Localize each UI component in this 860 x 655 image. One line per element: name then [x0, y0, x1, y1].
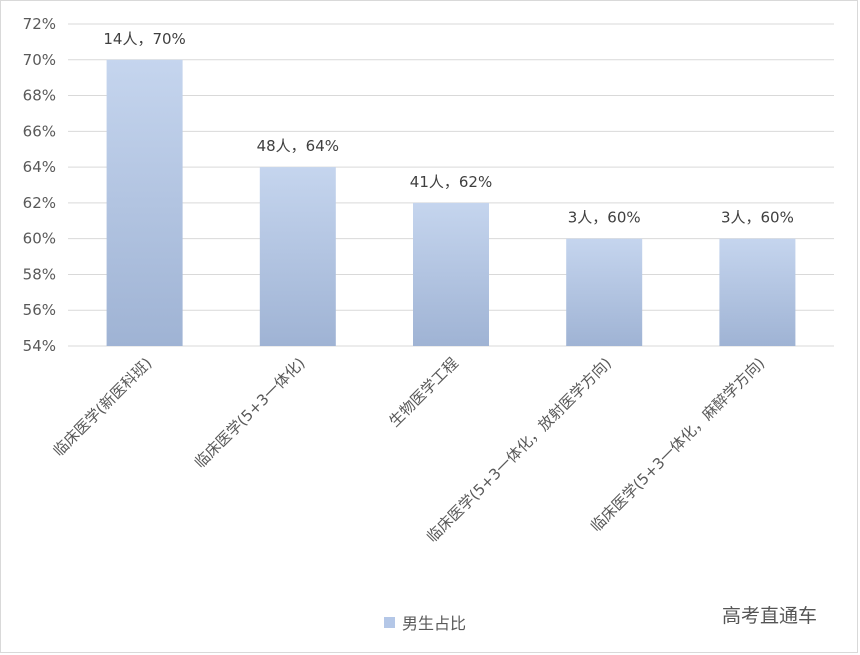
y-tick-label: 54%	[23, 337, 56, 355]
y-tick-label: 64%	[23, 158, 56, 176]
legend-marker	[384, 617, 395, 628]
y-tick-label: 72%	[23, 15, 56, 33]
data-label: 41人，62%	[410, 173, 492, 191]
category-labels: 临床医学(新医科班) 临床医学(5+3一体化) 生物医学工程临床医学(5+3一体化，…	[50, 354, 769, 546]
y-tick-label: 60%	[23, 230, 56, 248]
bar[interactable]	[566, 238, 643, 346]
category-label: 临床医学(新医科班)	[50, 354, 156, 460]
data-label: 14人，70%	[103, 30, 185, 48]
watermark: 高考直通车	[722, 605, 817, 627]
data-label: 3人，60%	[721, 209, 794, 227]
bar[interactable]	[413, 202, 489, 346]
y-tick-label: 70%	[23, 51, 56, 69]
y-tick-label: 56%	[23, 301, 56, 319]
legend-label: 男生占比	[402, 614, 466, 633]
y-tick-label: 58%	[23, 265, 56, 283]
category-label: 生物医学工程	[385, 354, 461, 430]
bar[interactable]	[719, 238, 796, 346]
category-label: 临床医学(5+3一体化)	[191, 354, 309, 472]
data-label: 3人，60%	[568, 209, 641, 227]
category-label: 临床医学(5+3一体化，麻醉学方向)	[587, 354, 768, 535]
legend[interactable]: 男生占比	[384, 614, 466, 633]
gridlines	[68, 23, 834, 347]
data-labels: 14人，70% 48人，64% 41人，62% 3人，60% 3人，60%	[103, 30, 793, 227]
category-label: 临床医学(5+3一体化，放射医学方向)	[423, 354, 615, 546]
data-label: 48人，64%	[257, 137, 339, 155]
y-axis-ticks: 54% 56% 58% 60% 62% 64% 66% 68% 70% 72%	[23, 15, 56, 355]
bar[interactable]	[106, 59, 183, 347]
y-tick-label: 66%	[23, 122, 56, 140]
y-tick-label: 68%	[23, 87, 56, 105]
bars	[106, 59, 796, 347]
y-tick-label: 62%	[23, 194, 56, 212]
bar[interactable]	[259, 167, 336, 346]
